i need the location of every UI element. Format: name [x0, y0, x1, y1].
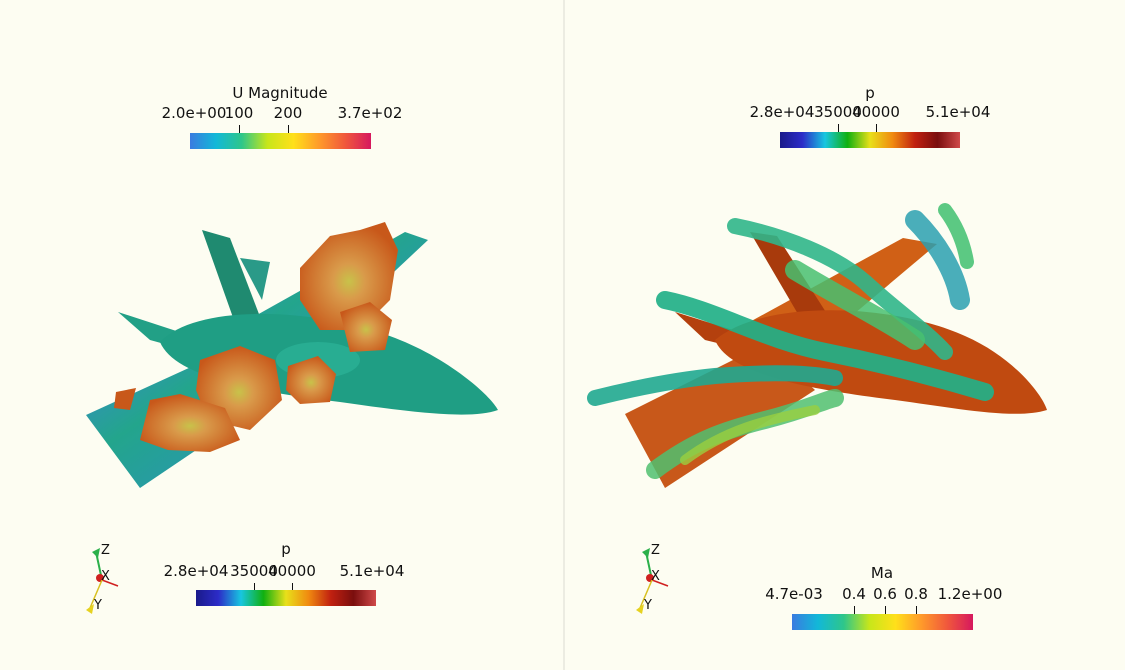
axis-y-label: Y: [94, 598, 102, 613]
u-magnitude-colormap: [190, 133, 371, 149]
vortex-tube-3: [785, 260, 925, 350]
pressure-tick-40000: 40000: [268, 562, 316, 580]
flow-region-5: [286, 356, 336, 404]
flow-region-1: [300, 222, 398, 330]
pressure-scalar-bar-right: p 2.8e+04 35000 40000 5.1e+04: [750, 84, 990, 150]
pressure-tick-35000: 35000: [230, 562, 278, 580]
aircraft-render-pressure-mach[interactable]: [565, 0, 1125, 670]
axis-x-label: X: [101, 569, 110, 584]
flow-region-2: [340, 302, 392, 352]
vortex-tube-6: [938, 203, 974, 269]
flow-region-6: [114, 388, 136, 410]
render-view-right[interactable]: p 2.8e+04 35000 40000 5.1e+04 Ma 4.7e-03…: [565, 0, 1125, 670]
mach-max-label: 1.2e+00: [937, 585, 1003, 603]
vortex-tube-1: [656, 291, 994, 401]
mach-tick-0-6: 0.6: [873, 585, 897, 603]
mach-min-label: 4.7e-03: [765, 585, 823, 603]
pressure-max-label: 5.1e+04: [339, 562, 405, 580]
mach-tick-0-4: 0.4: [842, 585, 866, 603]
mach-tick-0-8: 0.8: [904, 585, 928, 603]
axis-z-label: Z: [101, 543, 110, 558]
u-magnitude-tick-200: 200: [273, 104, 303, 122]
vertical-tail: [750, 232, 831, 326]
orientation-axes-right: Z X Y: [632, 540, 692, 620]
pressure-colormap: [780, 132, 960, 148]
pressure-title: p: [281, 540, 291, 558]
pressure-colormap: [196, 590, 376, 606]
render-view-left[interactable]: U Magnitude 2.0e+00 100 200 3.7e+02 p 2.…: [0, 0, 563, 670]
vertical-tail-right: [240, 258, 270, 300]
pressure-title: p: [865, 84, 875, 102]
pressure-tick-40000: 40000: [852, 103, 900, 121]
vertical-tail-left: [202, 230, 262, 326]
pressure-max-label: 5.1e+04: [925, 103, 991, 121]
axis-z-label: Z: [651, 543, 660, 558]
u-magnitude-tick-100: 100: [224, 104, 254, 122]
vortex-tube-8: [680, 405, 820, 465]
vortex-tube-4: [587, 365, 843, 406]
pressure-tick-35000: 35000: [814, 103, 862, 121]
axis-y-label: Y: [644, 598, 652, 613]
orientation-axes-left: Z X Y: [82, 540, 142, 620]
u-magnitude-max-label: 3.7e+02: [337, 104, 403, 122]
axis-x-label: X: [651, 569, 660, 584]
vortex-tube-2: [727, 218, 953, 360]
mach-colormap: [792, 614, 973, 630]
u-magnitude-title: U Magnitude: [232, 84, 328, 102]
mach-title: Ma: [870, 564, 894, 582]
pressure-min-label: 2.8e+04: [163, 562, 229, 580]
flow-region-4: [140, 394, 240, 452]
view-divider[interactable]: [563, 0, 565, 670]
u-magnitude-min-label: 2.0e+00: [161, 104, 227, 122]
pressure-scalar-bar-left: p 2.8e+04 35000 40000 5.1e+04: [164, 540, 404, 608]
aircraft-render-u-magnitude[interactable]: [0, 0, 563, 670]
vortex-tube-5: [905, 210, 970, 310]
pressure-min-label: 2.8e+04: [749, 103, 815, 121]
u-magnitude-scalar-bar: U Magnitude 2.0e+00 100 200 3.7e+02: [162, 84, 402, 150]
mach-scalar-bar: Ma 4.7e-03 0.4 0.6 0.8 1.2e+00: [765, 564, 1002, 630]
